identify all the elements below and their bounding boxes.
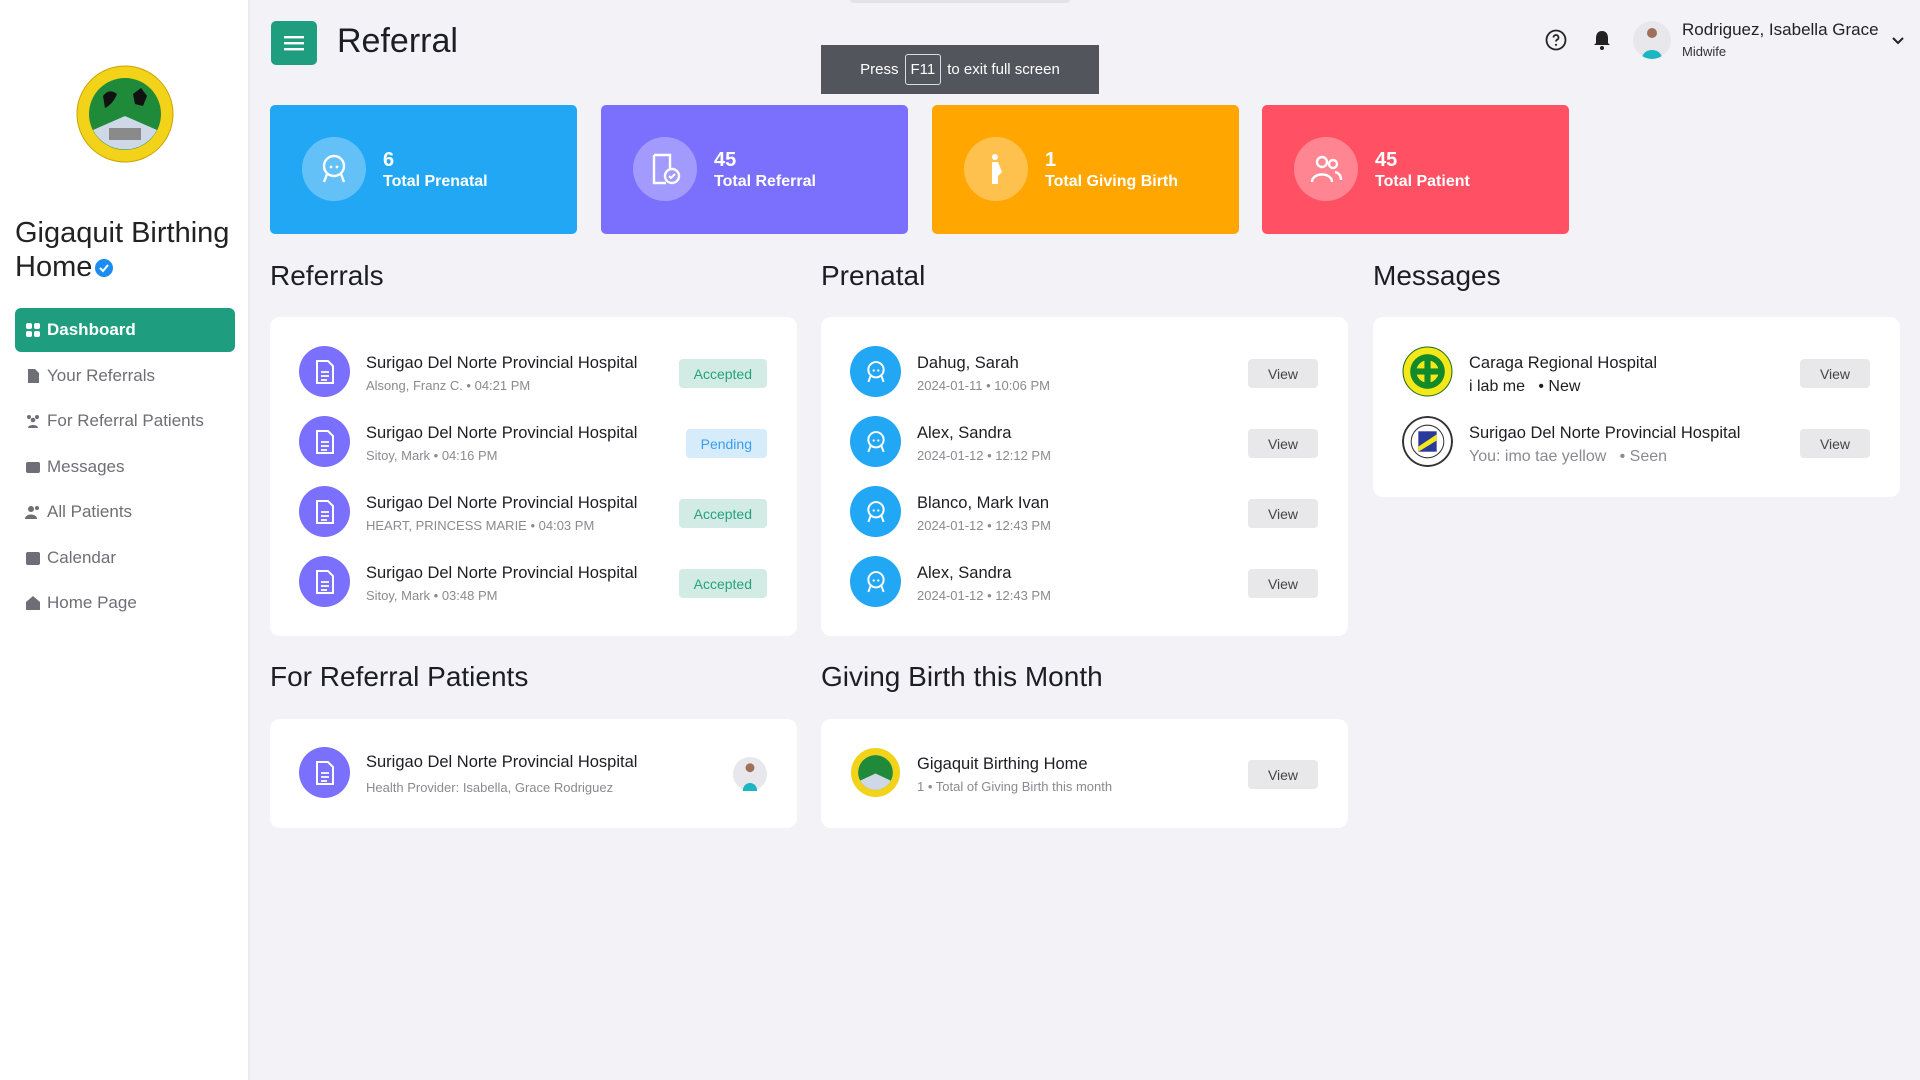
prenatal-row: Alex, Sandra 2024-01-12 • 12:43 PM View (821, 552, 1348, 612)
baby-icon (850, 556, 901, 607)
chevron-down-icon[interactable] (1890, 33, 1906, 49)
sidebar-item-messages[interactable]: Messages (15, 445, 235, 489)
prenatal-row: Dahug, Sarah 2024-01-11 • 10:06 PM View (821, 342, 1348, 402)
baby-icon (850, 486, 901, 537)
users-icon (27, 415, 39, 428)
status-badge: Accepted (678, 359, 767, 388)
messages-heading: Messages (1373, 260, 1501, 291)
gigaquit-birthing-home-logo (851, 748, 900, 797)
status-badge: Accepted (678, 499, 767, 528)
users-icon (1310, 155, 1343, 183)
baby-icon (850, 416, 901, 467)
user-name[interactable]: Rodriguez, Isabella Grace (1682, 20, 1879, 39)
health-provider-avatar (733, 757, 767, 791)
view-button[interactable]: View (1800, 429, 1870, 458)
referral-row[interactable]: Surigao Del Norte Provincial Hospital Sit… (270, 552, 797, 612)
help-icon[interactable] (1544, 28, 1568, 52)
referral-row[interactable]: Surigao Del Norte Provincial Hospital HEA… (270, 482, 797, 542)
nurse-avatar-icon (1642, 28, 1662, 59)
baby-icon (850, 346, 901, 397)
document-icon (299, 346, 350, 397)
top-shadow (850, 0, 1070, 3)
sidebar-item-calendar[interactable]: Calendar (15, 536, 235, 580)
bell-icon[interactable] (1590, 28, 1614, 52)
user-avatar[interactable] (1633, 21, 1671, 59)
calendar-clock-icon (26, 551, 40, 565)
message-row[interactable]: Caraga Regional Hospital i lab me • New Vi… (1373, 342, 1900, 402)
sidebar: Gigaquit Birthing Home Dashboard Your Re… (0, 0, 250, 1080)
for-referral-row[interactable]: Surigao Del Norte Provincial Hospital Hea… (270, 743, 797, 803)
file-icon (28, 368, 39, 383)
envelope-icon (26, 461, 40, 473)
view-button[interactable]: View (1248, 760, 1318, 789)
hamburger-icon (284, 36, 304, 51)
referral-row[interactable]: Surigao Del Norte Provincial Hospital Sit… (270, 412, 797, 472)
sidebar-item-for-referral-patients[interactable]: For Referral Patients (15, 399, 235, 443)
brand-name: Gigaquit Birthing Home (15, 217, 230, 283)
prenatal-heading: Prenatal (821, 260, 926, 291)
stat-total-referral: 45 Total Referral (601, 105, 908, 234)
view-button[interactable]: View (1248, 429, 1318, 458)
menu-toggle-button[interactable] (271, 21, 317, 65)
stat-total-giving-birth: 1 Total Giving Birth (932, 105, 1239, 234)
giving-birth-heading: Giving Birth this Month (821, 661, 1103, 692)
page-title: Referral (337, 22, 458, 60)
view-button[interactable]: View (1248, 359, 1318, 388)
home-icon (26, 596, 40, 610)
giving-birth-card: Gigaquit Birthing Home 1 • Total of Givin… (821, 719, 1348, 828)
sidebar-nav: Dashboard Your Referrals For Referral Pa… (15, 308, 235, 627)
surigao-province-seal (1402, 416, 1453, 467)
sidebar-item-dashboard[interactable]: Dashboard (15, 308, 235, 352)
message-row[interactable]: Surigao Del Norte Provincial Hospital You… (1373, 412, 1900, 472)
user-role: Midwife (1682, 44, 1727, 59)
verified-badge-icon (95, 259, 114, 277)
sidebar-item-home-page[interactable]: Home Page (15, 581, 235, 625)
pregnant-woman-icon (992, 154, 1002, 184)
f11-key: F11 (904, 54, 942, 85)
sidebar-item-your-referrals[interactable]: Your Referrals (15, 354, 235, 398)
prenatal-row: Blanco, Mark Ivan 2024-01-12 • 12:43 PM Vi… (821, 482, 1348, 542)
document-check-icon (652, 153, 681, 185)
view-button[interactable]: View (1248, 569, 1318, 598)
messages-card: Caraga Regional Hospital i lab me • New Vi… (1373, 317, 1900, 497)
status-badge: Pending (685, 429, 767, 458)
for-referral-heading: For Referral Patients (270, 661, 529, 692)
stat-total-patient: 45 Total Patient (1262, 105, 1569, 234)
document-icon (299, 416, 350, 467)
status-badge: Accepted (678, 569, 767, 598)
sidebar-item-all-patients[interactable]: All Patients (15, 490, 235, 534)
stat-total-prenatal: 6 Total Prenatal (270, 105, 577, 234)
for-referral-card: Surigao Del Norte Provincial Hospital Hea… (270, 719, 797, 828)
document-icon (299, 486, 350, 537)
baby-icon (322, 154, 346, 183)
fullscreen-toast: Press F11 to exit full screen (821, 45, 1099, 94)
referrals-card: Surigao Del Norte Provincial Hospital Als… (270, 317, 797, 636)
giving-birth-row: Gigaquit Birthing Home 1 • Total of Givin… (821, 743, 1348, 803)
view-button[interactable]: View (1248, 499, 1318, 528)
prenatal-card: Dahug, Sarah 2024-01-11 • 10:06 PM View Al… (821, 317, 1348, 636)
prenatal-row: Alex, Sandra 2024-01-12 • 12:12 PM View (821, 412, 1348, 472)
document-icon (299, 747, 350, 798)
view-button[interactable]: View (1800, 359, 1870, 388)
rhu-gigaquit-logo (76, 65, 174, 163)
referrals-heading: Referrals (270, 260, 384, 291)
grid-icon (26, 323, 40, 337)
user-group-icon (25, 506, 39, 519)
document-icon (299, 556, 350, 607)
caraga-hospital-logo (1402, 346, 1453, 397)
referral-row[interactable]: Surigao Del Norte Provincial Hospital Als… (270, 342, 797, 402)
